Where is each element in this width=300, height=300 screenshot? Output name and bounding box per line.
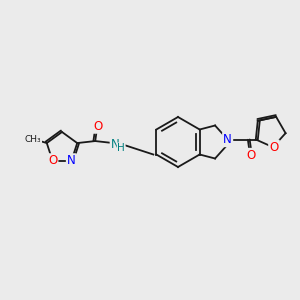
Text: O: O xyxy=(246,149,255,162)
Text: H: H xyxy=(117,143,125,153)
Text: O: O xyxy=(269,141,279,154)
Text: N: N xyxy=(67,154,76,167)
Text: O: O xyxy=(48,154,57,167)
Text: N: N xyxy=(111,138,120,151)
Text: N: N xyxy=(223,133,232,146)
Text: O: O xyxy=(94,120,103,133)
Text: CH₃: CH₃ xyxy=(25,135,41,144)
